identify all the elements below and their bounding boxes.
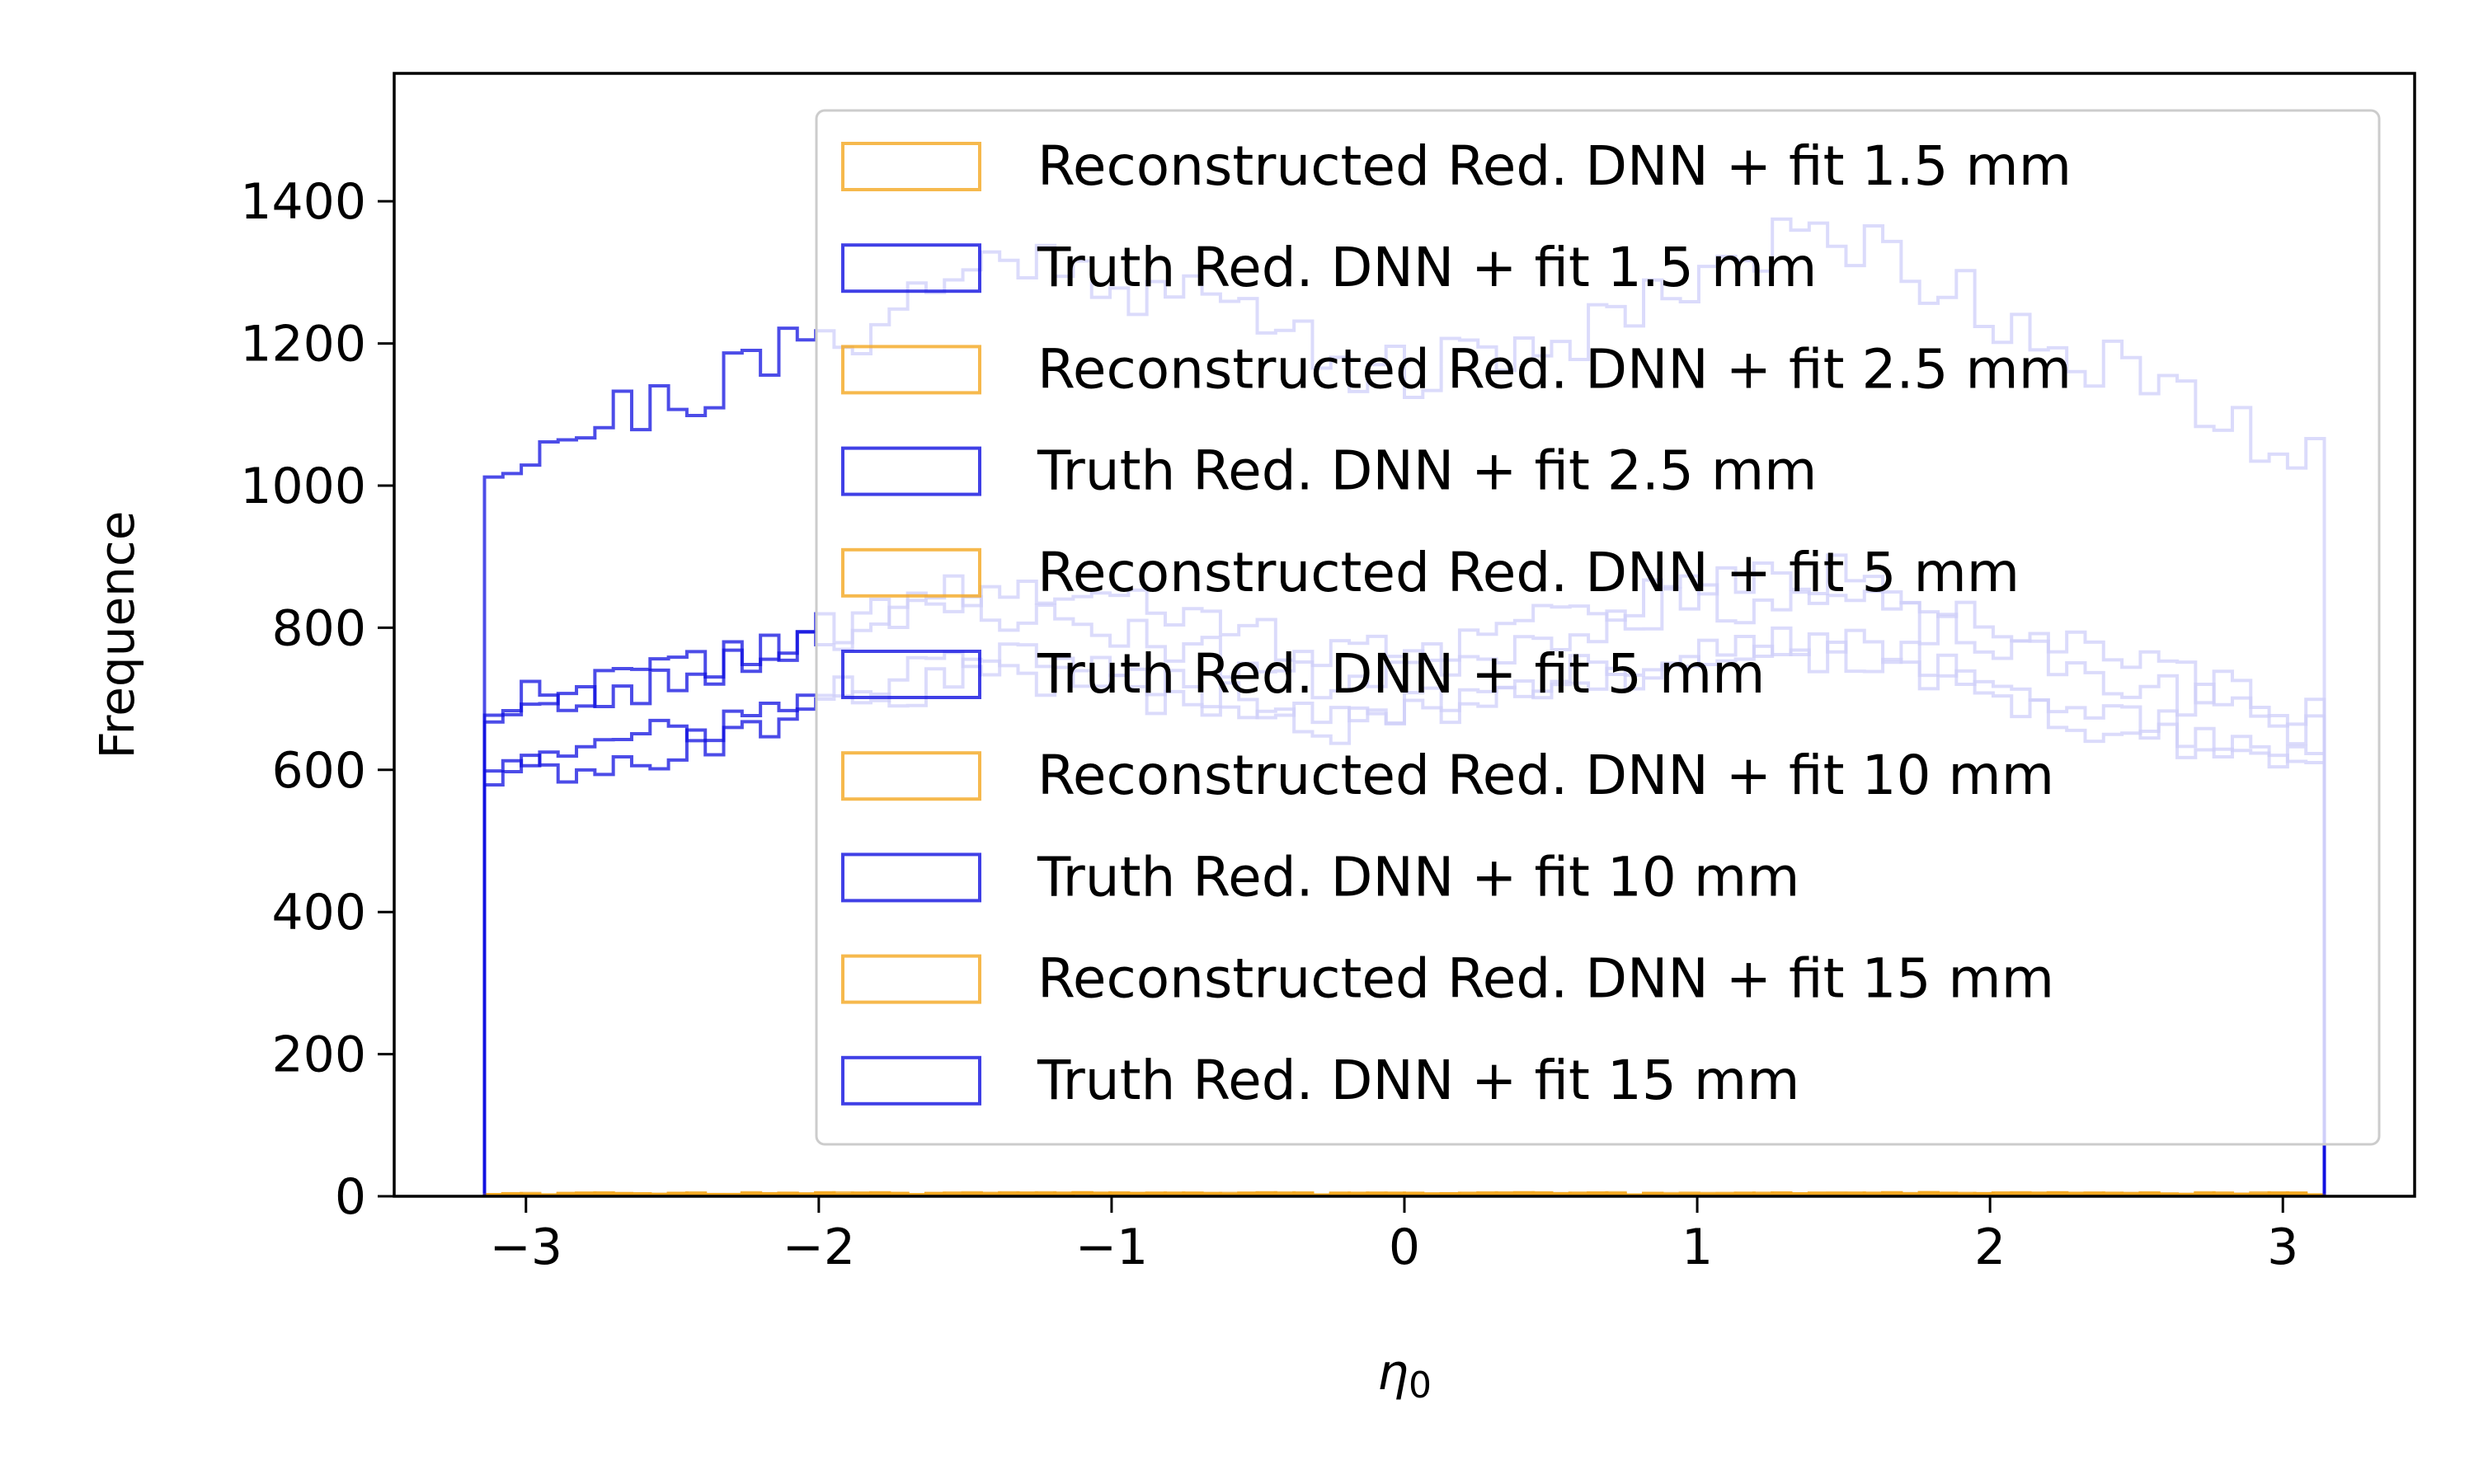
y-tick-label: 1000	[240, 458, 366, 515]
x-tick-label: −2	[783, 1219, 855, 1276]
x-axis-label: η0	[1377, 1344, 1432, 1407]
x-tick-label: −3	[490, 1219, 562, 1276]
legend-swatch	[841, 751, 981, 801]
legend-label: Truth Red. DNN + fit 5 mm	[1037, 642, 1765, 706]
legend-swatch	[841, 345, 981, 395]
legend-label: Truth Red. DNN + fit 10 mm	[1037, 845, 1799, 909]
legend-swatch	[841, 650, 981, 699]
y-axis-label: Frequence	[89, 511, 145, 759]
y-tick-label: 200	[271, 1026, 366, 1084]
legend-box	[815, 109, 2381, 1146]
legend-swatch	[841, 446, 981, 496]
y-tick-label: 1400	[240, 173, 366, 231]
legend-label: Reconstructed Red. DNN + fit 1.5 mm	[1037, 134, 2072, 198]
x-tick-label: −1	[1075, 1219, 1148, 1276]
y-tick-label: 800	[271, 599, 366, 657]
y-tick-label: 0	[335, 1168, 366, 1226]
axes-layer: −3 −2 −1 0 1 2 3 0 200 400 600 800 1000 1200 1400	[240, 72, 2416, 1276]
legend-swatch	[841, 547, 981, 598]
legend-swatch	[841, 954, 981, 1004]
x-tick-label: 2	[1974, 1219, 2006, 1276]
x-tick-label: 3	[2267, 1219, 2298, 1276]
legend-swatch	[841, 142, 981, 191]
legend-swatch	[841, 1055, 981, 1106]
x-axis-label-symbol: η	[1377, 1344, 1409, 1402]
x-tick-label: 0	[1389, 1219, 1420, 1276]
legend-label: Reconstructed Red. DNN + fit 2.5 mm	[1037, 337, 2072, 401]
legend-swatch	[841, 243, 981, 294]
legend-label: Truth Red. DNN + fit 1.5 mm	[1037, 236, 1817, 299]
legend-label: Truth Red. DNN + fit 2.5 mm	[1037, 439, 1817, 503]
legend: Reconstructed Red. DNN + fit 1.5 mm Truth…	[815, 109, 2381, 1146]
y-tick-label: 1200	[240, 316, 366, 373]
legend-swatch	[841, 852, 981, 903]
legend-label: Truth Red. DNN + fit 15 mm	[1037, 1049, 1799, 1112]
y-tick-label: 400	[271, 884, 366, 942]
x-axis-label-subscript: 0	[1409, 1364, 1432, 1407]
x-tick-label: 1	[1681, 1219, 1713, 1276]
legend-label: Reconstructed Red. DNN + fit 10 mm	[1037, 744, 2054, 807]
y-tick-label: 600	[271, 742, 366, 800]
legend-label: Reconstructed Red. DNN + fit 5 mm	[1037, 541, 2020, 604]
legend-label: Reconstructed Red. DNN + fit 15 mm	[1037, 947, 2054, 1011]
